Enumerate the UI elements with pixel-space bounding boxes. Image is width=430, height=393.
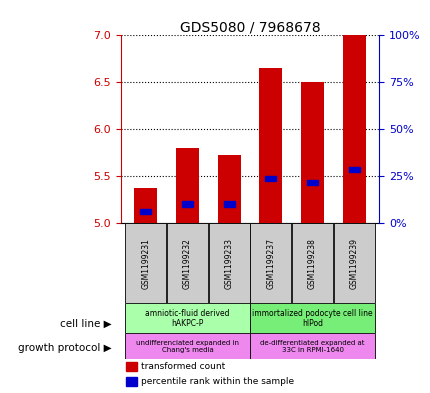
FancyBboxPatch shape <box>208 223 249 303</box>
Text: GSM1199233: GSM1199233 <box>224 238 233 288</box>
Text: cell line ▶: cell line ▶ <box>60 319 112 329</box>
Bar <box>134 188 157 223</box>
Text: GSM1199239: GSM1199239 <box>349 238 358 288</box>
Text: de-differentiated expanded at
33C in RPMI-1640: de-differentiated expanded at 33C in RPM… <box>260 340 364 353</box>
Bar <box>181 201 192 207</box>
FancyBboxPatch shape <box>333 223 374 303</box>
FancyBboxPatch shape <box>292 223 332 303</box>
FancyBboxPatch shape <box>125 303 249 334</box>
Bar <box>217 155 240 223</box>
Bar <box>126 377 137 386</box>
Title: GDS5080 / 7968678: GDS5080 / 7968678 <box>179 20 319 34</box>
FancyBboxPatch shape <box>250 223 291 303</box>
Bar <box>301 82 323 223</box>
Text: immortalized podocyte cell line
hIPod: immortalized podocyte cell line hIPod <box>252 309 372 328</box>
FancyBboxPatch shape <box>166 223 207 303</box>
FancyBboxPatch shape <box>250 334 374 359</box>
Text: GSM1199238: GSM1199238 <box>307 238 316 288</box>
FancyBboxPatch shape <box>250 303 374 334</box>
Text: GSM1199232: GSM1199232 <box>182 238 191 288</box>
Text: growth protocol ▶: growth protocol ▶ <box>18 343 112 353</box>
Bar <box>140 209 151 214</box>
Text: GSM1199237: GSM1199237 <box>266 238 275 288</box>
Bar <box>175 148 198 223</box>
FancyBboxPatch shape <box>125 223 166 303</box>
Bar <box>265 176 276 181</box>
Text: GSM1199231: GSM1199231 <box>141 238 150 288</box>
Bar <box>126 362 137 371</box>
Bar <box>223 201 234 207</box>
Text: amniotic-fluid derived
hAKPC-P: amniotic-fluid derived hAKPC-P <box>145 309 229 328</box>
Text: percentile rank within the sample: percentile rank within the sample <box>141 377 294 386</box>
Bar <box>348 167 359 172</box>
Bar <box>342 35 365 223</box>
Bar <box>259 68 282 223</box>
Text: transformed count: transformed count <box>141 362 225 371</box>
FancyBboxPatch shape <box>125 334 249 359</box>
Bar <box>307 180 317 185</box>
Text: undifferenciated expanded in
Chang's media: undifferenciated expanded in Chang's med… <box>135 340 238 353</box>
